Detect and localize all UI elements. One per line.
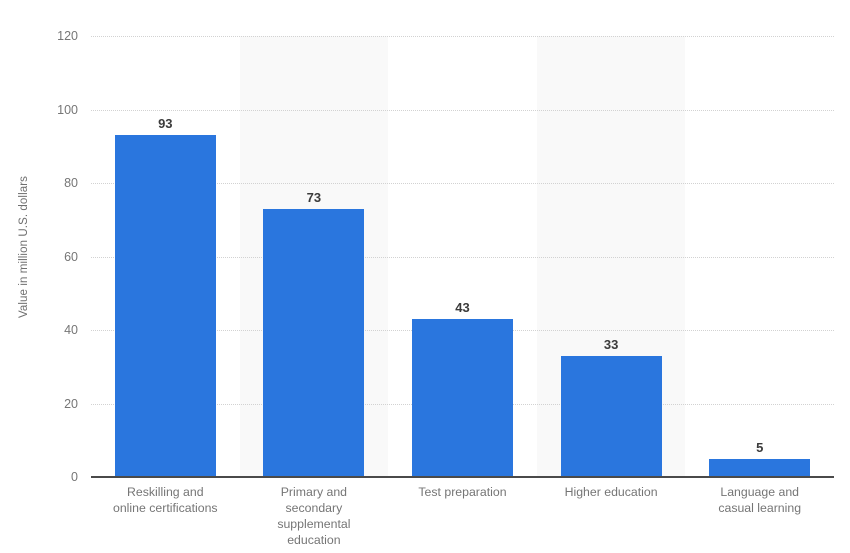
x-axis-category-label: Test preparation [418, 485, 507, 499]
x-axis-category-label: Primary and secondary supplemental educa… [277, 485, 351, 547]
y-axis-tick-label: 100 [57, 102, 78, 117]
bar[interactable] [709, 458, 811, 477]
y-axis-tick-label: 40 [64, 323, 78, 337]
bar-value-label: 73 [306, 189, 322, 205]
gridline [91, 109, 834, 111]
bar[interactable] [412, 318, 513, 477]
y-axis-tick-label: 80 [64, 176, 78, 190]
y-axis-tick-label: 60 [64, 249, 78, 264]
x-axis-category-label: Higher education [564, 485, 658, 499]
bar-value-label: 5 [756, 439, 764, 455]
x-axis-category-label: Language and casual learning [718, 485, 802, 515]
y-axis-tick-label: 20 [64, 396, 78, 411]
bar-value-label: 43 [455, 299, 470, 315]
gridline [91, 256, 834, 258]
bar[interactable] [114, 135, 216, 477]
x-axis-category-label: Reskilling and online certifications [113, 485, 218, 515]
y-axis-tick-labels: 120 100 80 60 40 20 0 [20, 0, 78, 553]
gridline [91, 183, 834, 184]
plot-area: 93 73 43 33 5 [91, 36, 834, 477]
bar-value-label: 93 [158, 116, 173, 132]
y-axis-tick-label: 0 [71, 470, 78, 484]
y-axis-tick-label: 120 [57, 29, 78, 43]
bar[interactable] [560, 355, 662, 477]
gridline [91, 36, 834, 37]
bar[interactable] [263, 208, 365, 477]
x-axis-line [91, 476, 834, 478]
bar-value-label: 33 [603, 336, 619, 352]
